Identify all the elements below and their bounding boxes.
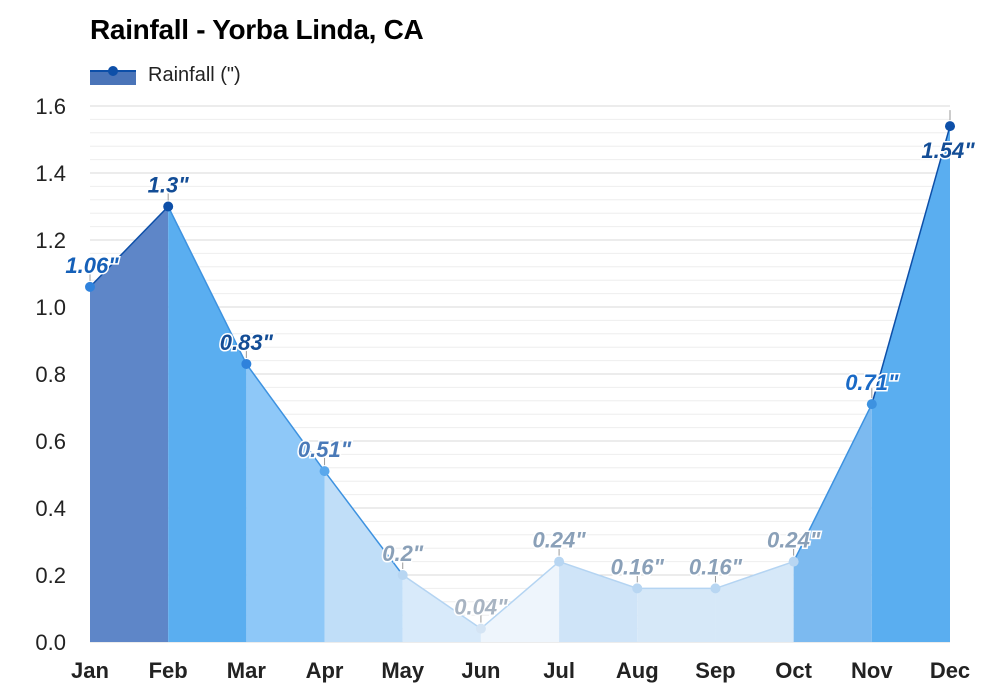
y-tick-label: 1.2 [35, 228, 66, 253]
data-label-jan: 1.06" [65, 253, 119, 278]
data-point-feb [163, 201, 174, 212]
y-tick-label: 0.4 [35, 496, 66, 521]
area-segment-jul [559, 561, 638, 642]
data-point-jun [475, 623, 486, 634]
data-labels: 1.06" 1.3" 0.83" 0.51" 0.2" 0.04" 0.24" 0.16" 0.… [64, 110, 977, 623]
data-point-aug [632, 583, 643, 594]
legend-swatch [90, 66, 136, 85]
data-label-may: 0.2" [382, 541, 424, 566]
line-segment [323, 470, 404, 576]
area-fills [90, 126, 950, 643]
y-tick-label: 0.6 [35, 429, 66, 454]
legend[interactable]: Rainfall (") [90, 62, 241, 88]
x-tick-label-jan: Jan [71, 658, 109, 683]
line-segment [245, 363, 326, 472]
area-segment-apr [324, 471, 403, 642]
data-label-dec: 1.54" [921, 138, 975, 163]
data-points [85, 121, 955, 634]
legend-label: Rainfall (") [148, 63, 241, 86]
x-tick-label-feb: Feb [149, 658, 188, 683]
data-point-sep [710, 583, 721, 594]
line-segment [167, 206, 248, 365]
data-point-dec [945, 121, 955, 132]
x-tick-label-nov: Nov [851, 658, 893, 683]
area-segment-sep [715, 561, 794, 642]
area-segment-aug [637, 588, 716, 642]
x-axis: Jan Feb Mar Apr May Jun Jul Aug Sep Oct Nov Dec [71, 658, 970, 683]
data-point-apr [319, 466, 330, 477]
line-segment [480, 561, 560, 630]
area-segment-jun [480, 561, 560, 642]
x-tick-label-oct: Oct [775, 658, 812, 683]
data-label-feb: 1.3" [148, 173, 190, 198]
y-tick-label: 0.8 [35, 362, 66, 387]
y-tick-label: 0.2 [35, 563, 66, 588]
series-line [89, 125, 951, 630]
x-tick-label-jul: Jul [543, 658, 575, 683]
line-segment [871, 125, 951, 405]
line-segment [792, 403, 873, 562]
x-tick-label-aug: Aug [616, 658, 659, 683]
area-segment-feb [168, 206, 247, 642]
data-label-oct: 0.24" [767, 528, 821, 553]
x-tick-label-sep: Sep [695, 658, 735, 683]
chart-title: Rainfall - Yorba Linda, CA [90, 14, 424, 45]
x-tick-label-may: May [381, 658, 425, 683]
data-point-jan [85, 281, 95, 292]
area-segment-oct [793, 404, 872, 642]
data-point-mar [241, 358, 252, 369]
y-axis: 0.0 0.2 0.4 0.6 0.8 1.0 1.2 1.4 1.6 [35, 94, 66, 655]
data-point-jul [554, 556, 565, 567]
line-segment [89, 205, 169, 288]
area-segment-mar [246, 363, 325, 642]
area-segment-nov [871, 126, 950, 643]
line-segment [558, 560, 638, 590]
y-tick-label: 1.6 [35, 94, 66, 119]
x-tick-label-apr: Apr [306, 658, 344, 683]
data-point-oct [788, 556, 799, 567]
data-label-aug: 0.16" [611, 554, 665, 579]
data-point-nov [866, 399, 877, 410]
data-label-apr: 0.51" [298, 437, 352, 462]
data-label-jun: 0.04" [454, 595, 508, 620]
line-segment [402, 574, 482, 630]
data-label-jul: 0.24" [532, 528, 586, 553]
y-tick-label: 0.0 [35, 630, 66, 655]
data-label-mar: 0.83" [220, 330, 274, 355]
data-label-sep: 0.16" [689, 554, 743, 579]
data-point-may [397, 570, 408, 580]
data-label-nov: 0.71" [845, 370, 899, 395]
x-tick-label-jun: Jun [461, 658, 500, 683]
area-segment-may [402, 575, 481, 642]
line-segment [715, 560, 794, 590]
area-segment-jan [90, 206, 169, 642]
x-tick-label-dec: Dec [930, 658, 970, 683]
y-tick-label: 1.4 [35, 161, 66, 186]
y-tick-label: 1.0 [35, 295, 66, 320]
x-tick-label-mar: Mar [227, 658, 267, 683]
